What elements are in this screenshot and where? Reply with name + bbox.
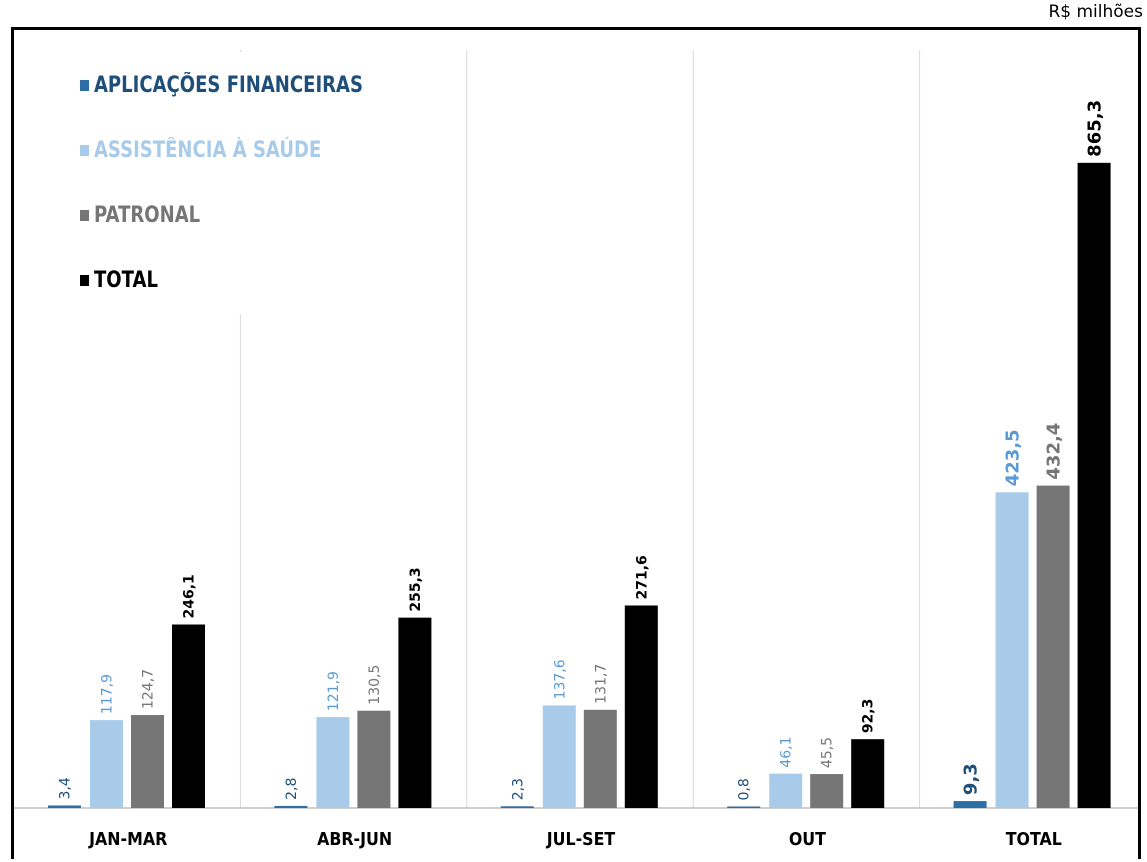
data-label-total: 92,3	[861, 699, 877, 734]
bar-assistencia	[769, 773, 803, 808]
category-label: JAN-MAR	[88, 828, 167, 849]
legend-label-aplicacoes: APLICAÇÕES FINANCEIRAS	[93, 73, 364, 98]
bar-patronal	[810, 774, 844, 808]
bar-patronal	[1036, 485, 1070, 808]
data-label-total: 271,6	[634, 555, 650, 599]
legend-label-patronal: PATRONAL	[93, 203, 201, 228]
chart-frame: 3,4 117,9 124,7 246,1 JAN-MAR 2,8 121,9 130,5 25…	[11, 27, 1141, 859]
legend-swatch-patronal	[80, 210, 90, 221]
data-label-assistencia: 121,9	[326, 671, 342, 711]
bar-patronal	[131, 715, 164, 808]
data-label-assistencia: 46,1	[779, 736, 795, 767]
data-label-total: 246,1	[182, 574, 198, 618]
bar-assistencia	[995, 492, 1029, 808]
legend-item-aplicacoes: APLICAÇÕES FINANCEIRAS	[80, 73, 363, 98]
legend-item-total: TOTAL	[80, 268, 158, 293]
bar-patronal	[357, 710, 391, 808]
bar-total	[398, 617, 432, 808]
data-label-assistencia: 137,6	[552, 659, 568, 699]
legend-item-assistencia: ASSISTÊNCIA À SAÚDE	[80, 138, 321, 163]
bar-aplicacoes	[953, 801, 987, 808]
legend-label-total: TOTAL	[93, 268, 158, 293]
bar-assistencia	[90, 720, 123, 808]
legend-swatch-assistencia	[80, 145, 90, 156]
bar-assistencia	[542, 705, 576, 808]
bar-total	[624, 605, 658, 808]
data-label-aplicacoes: 2,3	[510, 778, 526, 800]
bar-aplicacoes	[727, 806, 761, 808]
legend-label-assistencia: ASSISTÊNCIA À SAÚDE	[93, 138, 322, 163]
data-label-total: 865,3	[1085, 100, 1106, 157]
legend-item-patronal: PATRONAL	[80, 203, 200, 228]
bar-aplicacoes	[500, 806, 534, 808]
data-label-aplicacoes: 0,8	[737, 778, 753, 800]
data-label-assistencia: 117,9	[100, 674, 116, 714]
data-label-patronal: 45,5	[820, 737, 836, 768]
legend-swatch-total	[80, 275, 90, 286]
category-label: JUL-SET	[546, 828, 616, 849]
data-label-patronal: 124,7	[141, 669, 157, 709]
data-label-total: 255,3	[408, 567, 424, 611]
bar-total	[851, 739, 885, 808]
data-label-patronal: 130,5	[367, 665, 383, 705]
bar-total	[1077, 162, 1111, 808]
data-label-aplicacoes: 9,3	[961, 763, 982, 795]
unit-label: R$ milhões	[1048, 2, 1143, 22]
category-label: OUT	[789, 828, 827, 849]
legend-swatch-aplicacoes	[80, 80, 90, 91]
bar-aplicacoes	[274, 805, 308, 808]
data-label-aplicacoes: 3,4	[58, 777, 74, 799]
bar-assistencia	[316, 717, 350, 808]
data-label-assistencia: 423,5	[1003, 429, 1024, 486]
data-label-patronal: 432,4	[1044, 423, 1065, 480]
bar-total	[172, 624, 205, 808]
data-label-aplicacoes: 2,8	[284, 778, 300, 800]
category-label: TOTAL	[1006, 828, 1062, 849]
bar-chart: 3,4 117,9 124,7 246,1 JAN-MAR 2,8 121,9 130,5 25…	[14, 50, 1138, 849]
bar-aplicacoes	[48, 805, 81, 808]
bar-patronal	[583, 709, 617, 808]
category-label: ABR-JUN	[317, 828, 392, 849]
data-label-patronal: 131,7	[593, 664, 609, 704]
